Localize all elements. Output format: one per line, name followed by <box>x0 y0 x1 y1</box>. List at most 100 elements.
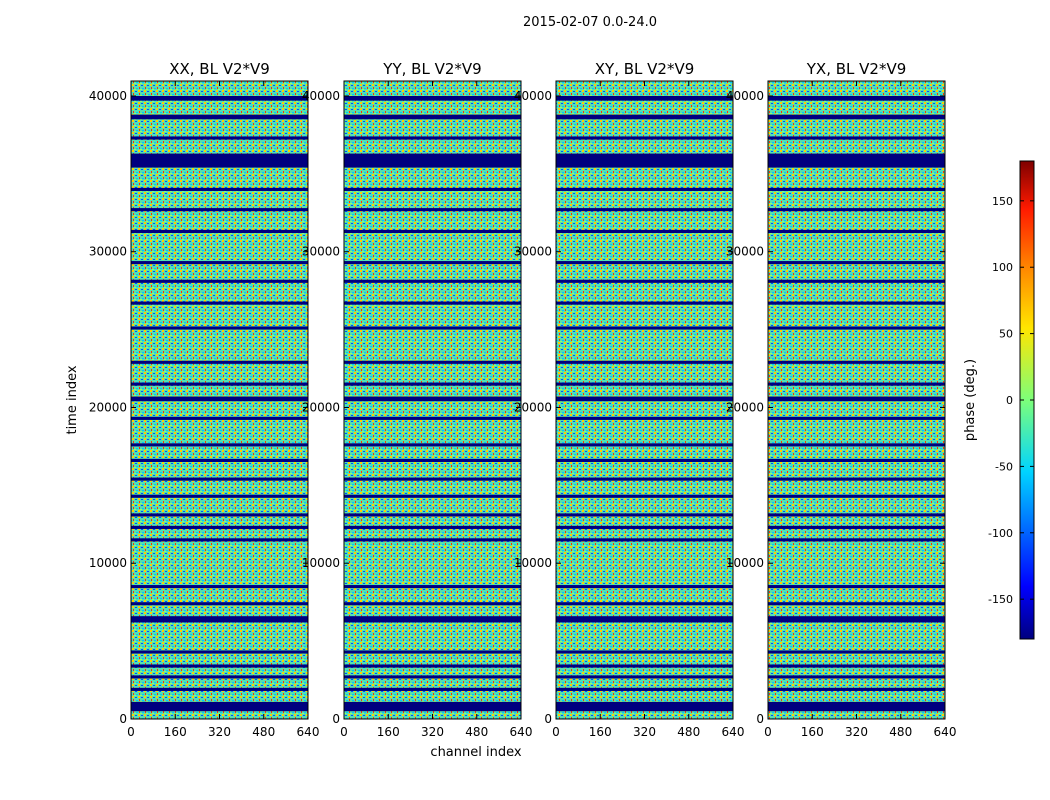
flagged-band <box>344 675 521 679</box>
flagged-band <box>131 229 308 234</box>
flagged-band <box>344 458 521 462</box>
flagged-band <box>344 525 521 529</box>
colorbar-tick-label: -100 <box>988 527 1013 540</box>
y-tick-label: 40000 <box>514 89 552 103</box>
y-tick-label: 0 <box>332 712 340 726</box>
flagged-band <box>768 494 945 498</box>
colorbar-tick-label: 150 <box>992 195 1013 208</box>
flagged-band <box>768 136 945 140</box>
panel-1: YY, BL V2*V9 0 160 320 480 640 0 10000 20000 3000… <box>302 60 533 739</box>
flagged-band <box>556 114 733 120</box>
flagged-band <box>768 326 945 330</box>
flagged-band <box>344 95 521 101</box>
x-tick-label: 480 <box>677 725 700 739</box>
y-tick-label: 30000 <box>514 245 552 259</box>
x-tick-label: 160 <box>801 725 824 739</box>
flagged-band <box>768 664 945 668</box>
flagged-band <box>131 208 308 212</box>
panel-3: YX, BL V2*V9 0 160 320 480 640 0 10000 20000 3000… <box>726 60 957 739</box>
flagged-band <box>131 675 308 679</box>
x-tick-label: 640 <box>510 725 533 739</box>
colorbar-tick-label: 0 <box>1006 394 1013 407</box>
flagged-band <box>344 114 521 120</box>
flagged-band <box>131 279 308 283</box>
flagged-band <box>556 701 733 712</box>
flagged-band <box>768 360 945 364</box>
x-tick-label: 640 <box>934 725 957 739</box>
x-tick-label: 480 <box>465 725 488 739</box>
flagged-band <box>131 458 308 462</box>
flagged-band <box>131 396 308 402</box>
flagged-band <box>131 187 308 191</box>
flagged-band <box>768 701 945 712</box>
flagged-band <box>556 513 733 517</box>
flagged-band <box>131 95 308 101</box>
y-tick-label: 20000 <box>302 400 340 414</box>
flagged-band <box>344 494 521 498</box>
flagged-band <box>556 301 733 305</box>
figure-suptitle: 2015-02-07 0.0-24.0 <box>523 15 657 30</box>
flagged-band <box>768 538 945 542</box>
flagged-band <box>556 95 733 101</box>
flagged-band <box>344 443 521 447</box>
y-tick-label: 30000 <box>89 245 127 259</box>
flagged-band <box>556 675 733 679</box>
heatmap-panels: XX, BL V2*V9 0 160 320 480 640 0 10000 20000 3000… <box>89 60 957 739</box>
colorbar-tick-label: -150 <box>988 593 1013 606</box>
flagged-band <box>131 382 308 386</box>
x-tick-label: 640 <box>722 725 745 739</box>
flagged-band <box>344 229 521 234</box>
flagged-band <box>131 261 308 265</box>
flagged-band <box>556 326 733 330</box>
flagged-band <box>768 416 945 420</box>
flagged-band <box>768 458 945 462</box>
y-tick-label: 40000 <box>726 89 764 103</box>
y-tick-label: 40000 <box>302 89 340 103</box>
flagged-band <box>768 675 945 679</box>
flagged-band <box>768 525 945 529</box>
flagged-band <box>768 279 945 283</box>
flagged-band <box>131 701 308 712</box>
flagged-band <box>344 650 521 654</box>
flagged-band <box>768 382 945 386</box>
x-tick-label: 320 <box>633 725 656 739</box>
flagged-band <box>768 650 945 654</box>
colorbar-tick-label: -50 <box>995 460 1013 473</box>
flagged-band <box>768 513 945 517</box>
panel-2: XY, BL V2*V9 0 160 320 480 640 0 10000 20000 3000… <box>514 60 745 739</box>
flagged-band <box>556 602 733 606</box>
flagged-band <box>556 443 733 447</box>
flagged-band <box>131 585 308 589</box>
flagged-band <box>556 261 733 265</box>
flagged-band <box>344 326 521 330</box>
y-tick-label: 10000 <box>514 556 552 570</box>
flagged-band <box>768 477 945 481</box>
flagged-band <box>556 538 733 542</box>
flagged-band <box>131 416 308 420</box>
flagged-band <box>344 279 521 283</box>
flagged-band <box>344 687 521 691</box>
panel-title: XY, BL V2*V9 <box>595 60 695 78</box>
flagged-band <box>344 153 521 168</box>
flagged-band <box>556 279 733 283</box>
flagged-band <box>768 616 945 623</box>
x-tick-label: 0 <box>340 725 348 739</box>
flagged-band <box>344 360 521 364</box>
flagged-band <box>556 616 733 623</box>
y-tick-label: 30000 <box>726 245 764 259</box>
flagged-band <box>344 382 521 386</box>
x-tick-label: 0 <box>552 725 560 739</box>
colorbar-label: phase (deg.) <box>963 359 978 441</box>
flagged-band <box>556 585 733 589</box>
x-tick-label: 320 <box>421 725 444 739</box>
flagged-band <box>556 494 733 498</box>
flagged-band <box>344 616 521 623</box>
colorbar-tick-label: 50 <box>999 328 1013 341</box>
flagged-band <box>131 301 308 305</box>
y-tick-label: 20000 <box>726 400 764 414</box>
flagged-band <box>768 301 945 305</box>
flagged-band <box>344 513 521 517</box>
x-tick-label: 160 <box>589 725 612 739</box>
x-tick-label: 160 <box>377 725 400 739</box>
flagged-band <box>556 153 733 168</box>
